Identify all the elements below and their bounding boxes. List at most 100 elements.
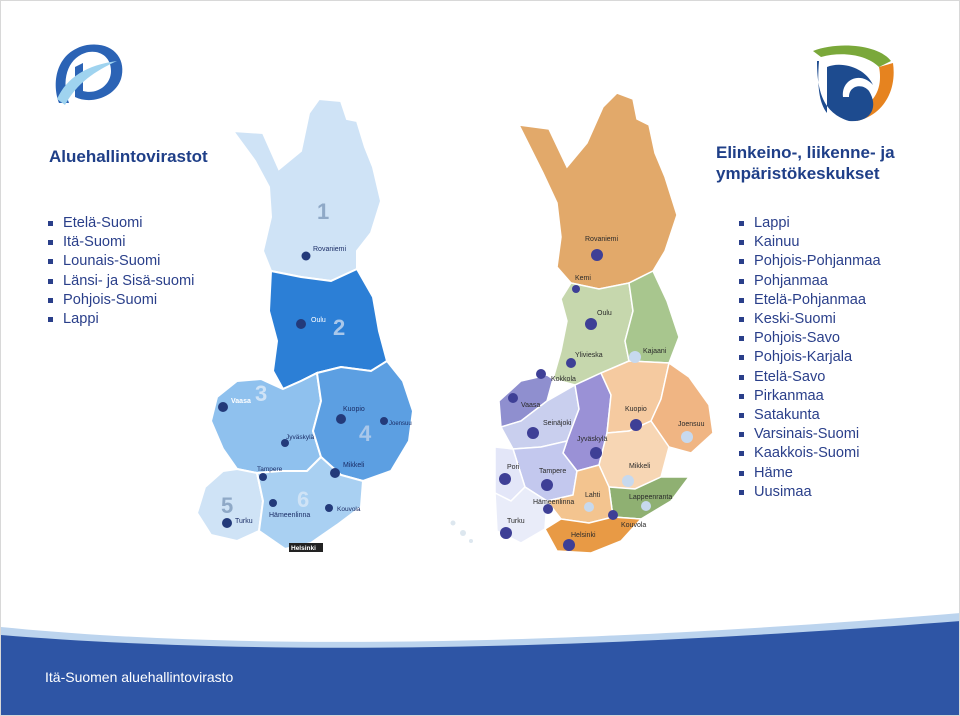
city-label: Kajaani xyxy=(643,348,667,355)
city-label: Mikkeli xyxy=(343,462,365,469)
city-label: Kouvola xyxy=(621,522,646,529)
list-item: Kaakkois-Suomi xyxy=(736,444,881,463)
region-number: 1 xyxy=(317,199,329,224)
city-label: Kouvola xyxy=(337,506,361,513)
city-marker xyxy=(622,475,634,487)
city-label: Lahti xyxy=(585,492,601,499)
map-region-ita-suomi xyxy=(311,359,415,483)
list-item: Varsinais-Suomi xyxy=(736,425,881,444)
avi-list: Etelä-Suomi Itä-Suomi Lounais-Suomi Läns… xyxy=(45,214,194,329)
list-item: Kainuu xyxy=(736,233,881,252)
region-number: 2 xyxy=(333,315,345,340)
region-number: 6 xyxy=(297,487,309,512)
city-marker xyxy=(269,499,277,507)
city-marker xyxy=(590,447,602,459)
helsinki-marker xyxy=(289,543,323,552)
city-label: Rovaniemi xyxy=(313,246,347,253)
city-label: Kemi xyxy=(575,275,591,282)
city-label: Oulu xyxy=(311,317,326,324)
city-label: Pori xyxy=(507,464,520,471)
list-item: Pirkanmaa xyxy=(736,387,881,406)
city-marker xyxy=(566,358,576,368)
city-label: Joensuu xyxy=(389,421,412,427)
region-number: 3 xyxy=(255,381,267,406)
city-label: Vaasa xyxy=(521,402,540,409)
city-marker xyxy=(336,414,346,424)
city-marker xyxy=(630,419,642,431)
list-item: Lappi xyxy=(736,214,881,233)
ely-heading-line1: Elinkeino-, liikenne- ja xyxy=(716,143,895,162)
region-number: 4 xyxy=(359,421,372,446)
list-item: Häme xyxy=(736,464,881,483)
list-item: Lounais-Suomi xyxy=(45,252,194,271)
city-marker xyxy=(325,504,333,512)
city-marker xyxy=(563,539,575,551)
city-marker xyxy=(508,393,518,403)
city-label: Ylivieska xyxy=(575,352,603,359)
city-label: Joensuu xyxy=(678,421,705,428)
list-item: Etelä-Savo xyxy=(736,368,881,387)
city-marker xyxy=(585,318,597,330)
map-region-lappi xyxy=(517,92,678,290)
list-item: Länsi- ja Sisä-suomi xyxy=(45,272,194,291)
list-item: Pohjois-Suomi xyxy=(45,291,194,310)
city-marker xyxy=(536,369,546,379)
list-item: Pohjois-Savo xyxy=(736,329,881,348)
city-marker xyxy=(218,402,228,412)
city-marker xyxy=(681,431,693,443)
city-label: Kuopio xyxy=(343,406,365,413)
city-label: Helsinki xyxy=(291,545,316,552)
list-item: Itä-Suomi xyxy=(45,233,194,252)
list-item: Pohjois-Pohjanmaa xyxy=(736,252,881,271)
list-item: Uusimaa xyxy=(736,483,881,502)
city-label: Jyväskylä xyxy=(286,434,315,441)
city-label: Jyväskylä xyxy=(577,436,607,443)
list-item: Satakunta xyxy=(736,406,881,425)
ely-heading: Elinkeino-, liikenne- ja ympäristökeskuk… xyxy=(716,142,895,184)
city-marker xyxy=(591,249,603,261)
city-marker xyxy=(543,504,553,514)
avi-heading: Aluehallintovirastot xyxy=(49,147,208,166)
city-marker xyxy=(500,527,512,539)
list-item: Pohjanmaa xyxy=(736,272,881,291)
city-label: Kuopio xyxy=(625,406,647,413)
city-marker xyxy=(541,479,553,491)
city-marker xyxy=(572,285,580,293)
city-label: Oulu xyxy=(597,310,612,317)
city-label: Mikkeli xyxy=(629,463,651,470)
list-item: Pohjois-Karjala xyxy=(736,348,881,367)
region-number: 5 xyxy=(221,493,233,518)
avi-region-map: 1 2 3 4 5 6 Rovaniemi Oulu Vaasa Kuopio … xyxy=(195,97,415,552)
footer-text: Itä-Suomen aluehallintovirasto xyxy=(45,669,234,685)
city-marker xyxy=(259,473,267,481)
city-label: Tampere xyxy=(257,466,283,473)
map-region-pohjois-karjala xyxy=(650,361,714,454)
ely-region-map: Rovaniemi Kemi Oulu Ylivieska Kajaani Ko… xyxy=(450,92,714,554)
city-marker xyxy=(641,501,651,511)
ely-heading-line2: ympäristökeskukset xyxy=(716,164,880,183)
city-label: Hämeenlinna xyxy=(533,499,574,506)
city-marker xyxy=(222,518,232,528)
city-marker xyxy=(499,473,511,485)
list-item: Etelä-Suomi xyxy=(45,214,194,233)
city-marker xyxy=(584,502,594,512)
map-region-lappi xyxy=(230,97,383,283)
city-label: Seinäjoki xyxy=(543,420,572,427)
city-marker xyxy=(301,251,311,261)
city-label: Turku xyxy=(235,518,253,525)
list-item: Lappi xyxy=(45,310,194,329)
city-marker xyxy=(629,351,641,363)
list-item: Keski-Suomi xyxy=(736,310,881,329)
city-marker xyxy=(527,427,539,439)
ely-list: Lappi Kainuu Pohjois-Pohjanmaa Pohjanmaa… xyxy=(736,214,881,502)
city-label: Hämeenlinna xyxy=(269,512,310,519)
city-label: Helsinki xyxy=(571,532,596,539)
city-marker xyxy=(380,417,388,425)
city-label: Vaasa xyxy=(231,398,251,405)
city-label: Turku xyxy=(507,518,525,525)
map-region-etela-suomi xyxy=(255,455,365,551)
city-label: Rovaniemi xyxy=(585,236,619,243)
city-marker xyxy=(330,468,340,478)
avi-logo-icon xyxy=(55,44,123,105)
